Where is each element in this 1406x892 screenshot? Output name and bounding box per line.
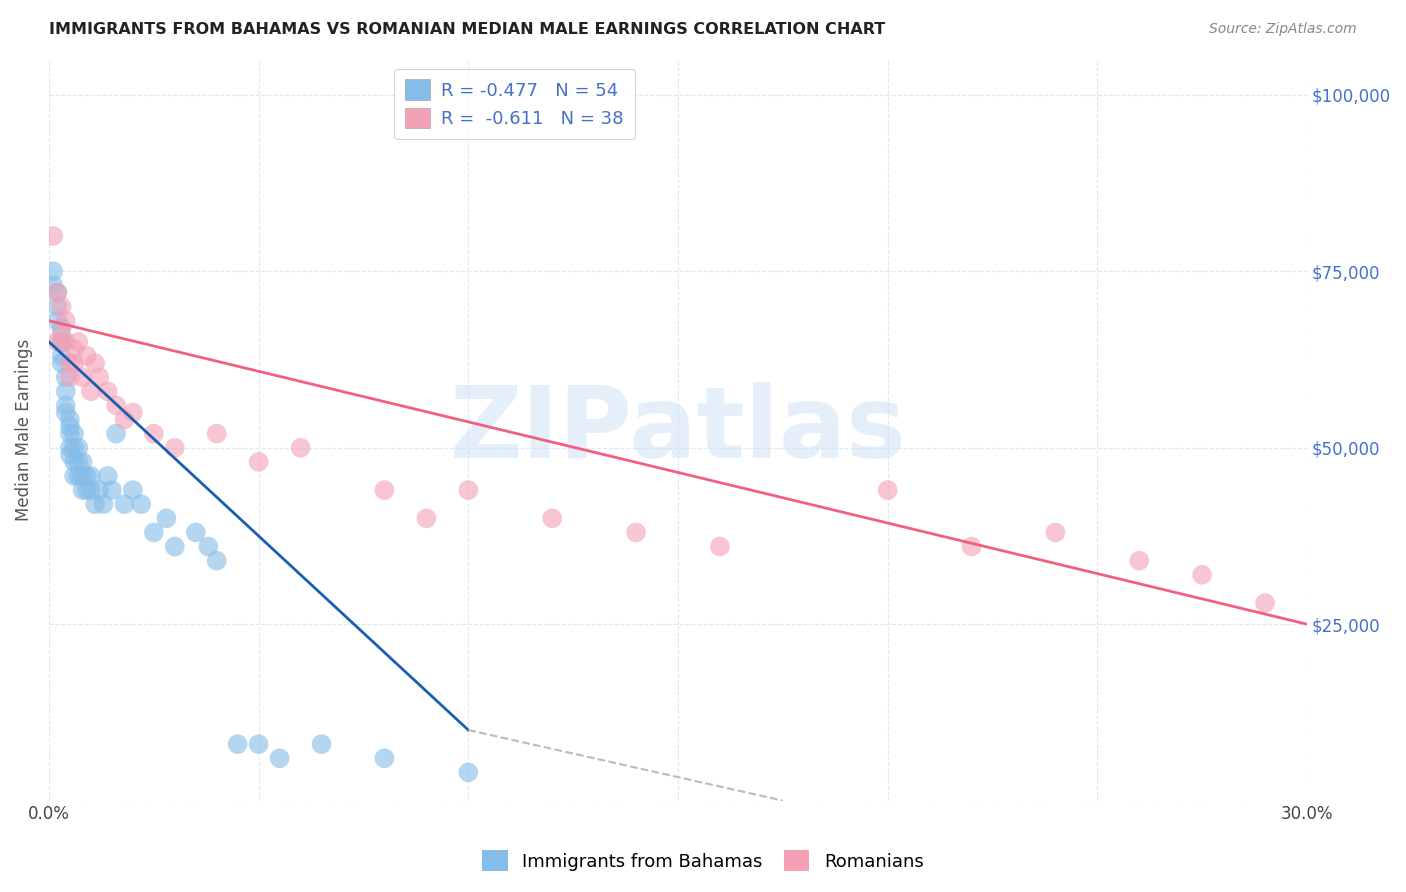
- Point: [197, 540, 219, 554]
- Point: [51, 300, 73, 314]
- Point: [247, 737, 270, 751]
- Point: [80, 469, 103, 483]
- Point: [97, 469, 120, 483]
- Point: [67, 441, 90, 455]
- Text: Source: ZipAtlas.com: Source: ZipAtlas.com: [1209, 22, 1357, 37]
- Point: [67, 334, 90, 349]
- Point: [76, 349, 98, 363]
- Point: [457, 483, 479, 497]
- Point: [55, 398, 77, 412]
- Point: [63, 469, 86, 483]
- Point: [89, 370, 111, 384]
- Point: [155, 511, 177, 525]
- Point: [72, 370, 94, 384]
- Point: [63, 356, 86, 370]
- Point: [42, 229, 65, 244]
- Point: [142, 525, 165, 540]
- Point: [101, 483, 124, 497]
- Point: [59, 426, 82, 441]
- Point: [84, 356, 107, 370]
- Point: [51, 356, 73, 370]
- Point: [46, 285, 69, 300]
- Point: [67, 455, 90, 469]
- Point: [290, 441, 312, 455]
- Point: [51, 327, 73, 342]
- Point: [1191, 567, 1213, 582]
- Point: [121, 405, 143, 419]
- Point: [205, 554, 228, 568]
- Point: [129, 497, 152, 511]
- Point: [114, 412, 136, 426]
- Point: [72, 455, 94, 469]
- Point: [55, 370, 77, 384]
- Point: [373, 751, 395, 765]
- Point: [226, 737, 249, 751]
- Point: [51, 349, 73, 363]
- Point: [46, 314, 69, 328]
- Point: [59, 419, 82, 434]
- Point: [55, 314, 77, 328]
- Point: [63, 455, 86, 469]
- Point: [42, 278, 65, 293]
- Legend: R = -0.477   N = 54, R =  -0.611   N = 38: R = -0.477 N = 54, R = -0.611 N = 38: [394, 69, 634, 139]
- Point: [311, 737, 333, 751]
- Point: [46, 285, 69, 300]
- Point: [46, 334, 69, 349]
- Point: [105, 398, 128, 412]
- Point: [709, 540, 731, 554]
- Point: [93, 497, 115, 511]
- Point: [51, 334, 73, 349]
- Point: [59, 441, 82, 455]
- Y-axis label: Median Male Earnings: Median Male Earnings: [15, 339, 32, 521]
- Point: [80, 384, 103, 399]
- Point: [1045, 525, 1067, 540]
- Point: [89, 483, 111, 497]
- Point: [415, 511, 437, 525]
- Point: [1254, 596, 1277, 610]
- Point: [97, 384, 120, 399]
- Point: [163, 540, 186, 554]
- Point: [269, 751, 291, 765]
- Point: [46, 300, 69, 314]
- Point: [59, 412, 82, 426]
- Point: [80, 483, 103, 497]
- Point: [72, 483, 94, 497]
- Point: [205, 426, 228, 441]
- Point: [876, 483, 898, 497]
- Text: ZIPatlas: ZIPatlas: [450, 382, 907, 479]
- Point: [184, 525, 207, 540]
- Point: [114, 497, 136, 511]
- Point: [51, 320, 73, 334]
- Point: [67, 469, 90, 483]
- Point: [51, 334, 73, 349]
- Point: [163, 441, 186, 455]
- Point: [84, 497, 107, 511]
- Point: [72, 469, 94, 483]
- Point: [373, 483, 395, 497]
- Point: [247, 455, 270, 469]
- Text: IMMIGRANTS FROM BAHAMAS VS ROMANIAN MEDIAN MALE EARNINGS CORRELATION CHART: IMMIGRANTS FROM BAHAMAS VS ROMANIAN MEDI…: [49, 22, 886, 37]
- Point: [55, 384, 77, 399]
- Point: [1128, 554, 1150, 568]
- Point: [142, 426, 165, 441]
- Point: [76, 469, 98, 483]
- Point: [624, 525, 647, 540]
- Point: [105, 426, 128, 441]
- Point: [63, 342, 86, 356]
- Point: [63, 441, 86, 455]
- Point: [59, 370, 82, 384]
- Point: [457, 765, 479, 780]
- Point: [59, 356, 82, 370]
- Legend: Immigrants from Bahamas, Romanians: Immigrants from Bahamas, Romanians: [475, 843, 931, 879]
- Point: [42, 264, 65, 278]
- Point: [76, 483, 98, 497]
- Point: [121, 483, 143, 497]
- Point: [55, 334, 77, 349]
- Point: [541, 511, 564, 525]
- Point: [55, 405, 77, 419]
- Point: [59, 448, 82, 462]
- Point: [63, 426, 86, 441]
- Point: [960, 540, 983, 554]
